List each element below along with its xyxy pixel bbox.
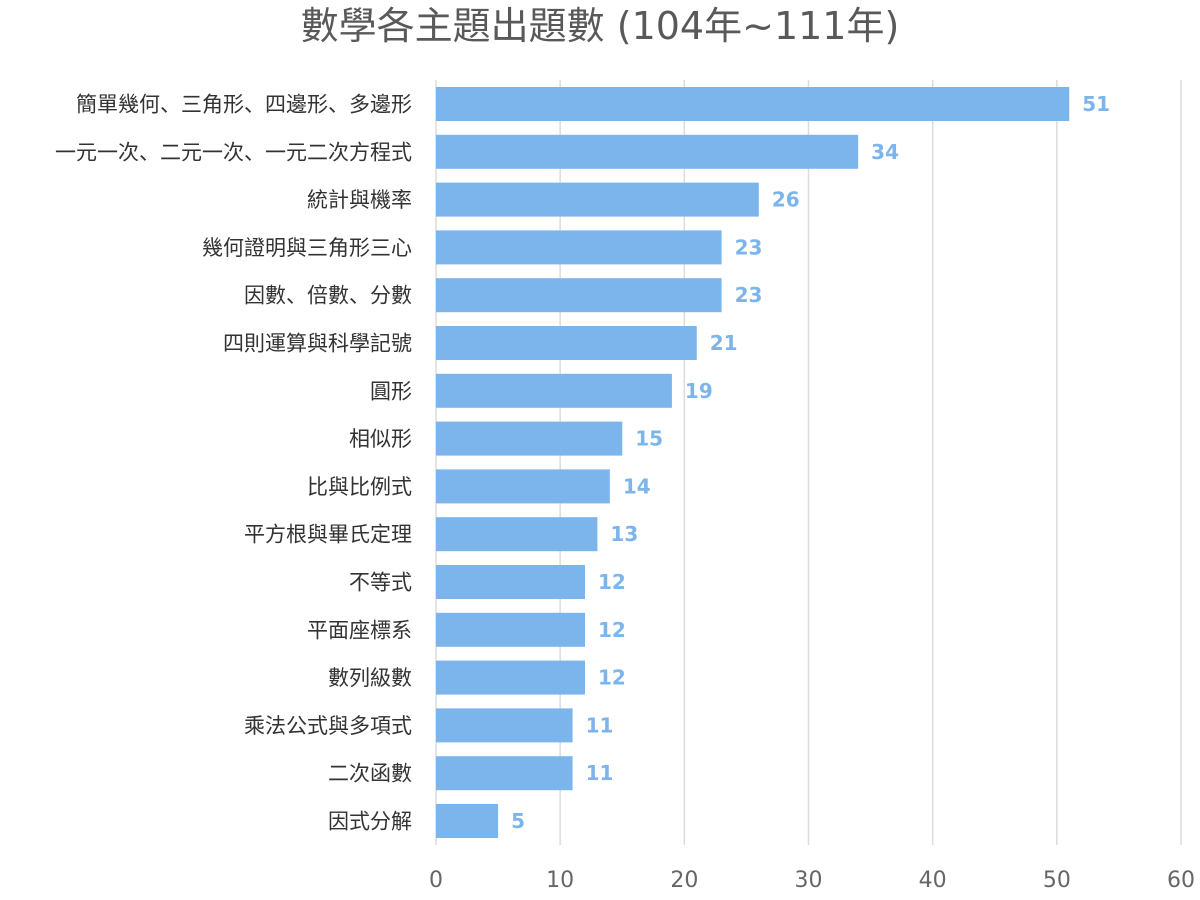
category-label: 統計與機率 [307,188,412,212]
bar [436,756,573,791]
data-label: 11 [586,761,614,785]
data-label: 23 [735,283,763,307]
category-label: 平面座標系 [307,618,412,642]
category-label: 乘法公式與多項式 [244,714,412,738]
x-tick-label: 10 [546,868,574,893]
x-tick-label: 0 [429,868,443,893]
category-label: 平方根與畢氏定理 [244,523,412,547]
bar [436,182,759,217]
data-label: 23 [735,235,763,259]
category-label: 比與比例式 [307,475,412,499]
x-tick-label: 50 [1043,868,1071,893]
data-label: 12 [598,618,626,642]
category-label: 二次函數 [328,762,412,786]
data-labels: 51 34 26 23 23 21 19 15 14 13 12 12 12 11 11 5 [511,92,1110,833]
bar [436,612,585,647]
bar [436,660,585,695]
category-label: 四則運算與科學記號 [223,332,412,356]
data-label: 21 [710,331,738,355]
data-label: 14 [623,474,651,498]
category-label: 幾何證明與三角形三心 [202,236,412,260]
category-label: 因數、倍數、分數 [244,284,412,308]
data-label: 26 [772,188,800,212]
bar [436,373,672,408]
data-label: 5 [511,809,525,833]
bar [436,804,499,838]
data-label: 11 [586,713,614,737]
x-tick-label: 40 [919,868,947,893]
category-label: 簡單幾何、三角形、四邊形、多邊形 [76,93,412,117]
x-tick-label: 60 [1167,868,1195,893]
data-label: 12 [598,666,626,690]
bar [436,469,610,504]
category-label: 相似形 [349,427,412,451]
bar [436,230,722,265]
bar [436,565,585,599]
category-labels: 簡單幾何、三角形、四邊形、多邊形一元一次、二元一次、一元二次方程式統計與機率幾何… [55,93,412,834]
bar [436,134,859,169]
data-label: 19 [685,379,713,403]
bar [436,517,598,552]
category-label: 數列級數 [328,666,412,690]
bar [436,326,697,360]
data-label: 15 [635,427,663,451]
bars [436,87,1070,838]
data-label: 13 [610,522,638,546]
bar [436,87,1070,121]
category-label: 因式分解 [328,810,412,834]
chart-title: 數學各主題出題數 (104年~111年) [300,4,900,48]
x-tick-label: 30 [795,868,823,893]
category-label: 圓形 [370,379,412,403]
bar [436,278,722,313]
category-label: 一元一次、二元一次、一元二次方程式 [55,140,412,164]
x-tick-label: 20 [670,868,698,893]
bar [436,421,623,456]
data-label: 12 [598,570,626,594]
bar [436,708,573,743]
data-label: 34 [871,140,899,164]
data-label: 51 [1082,92,1110,116]
category-label: 不等式 [349,571,412,595]
x-axis-ticks: 0 10 20 30 40 50 60 [429,868,1195,893]
